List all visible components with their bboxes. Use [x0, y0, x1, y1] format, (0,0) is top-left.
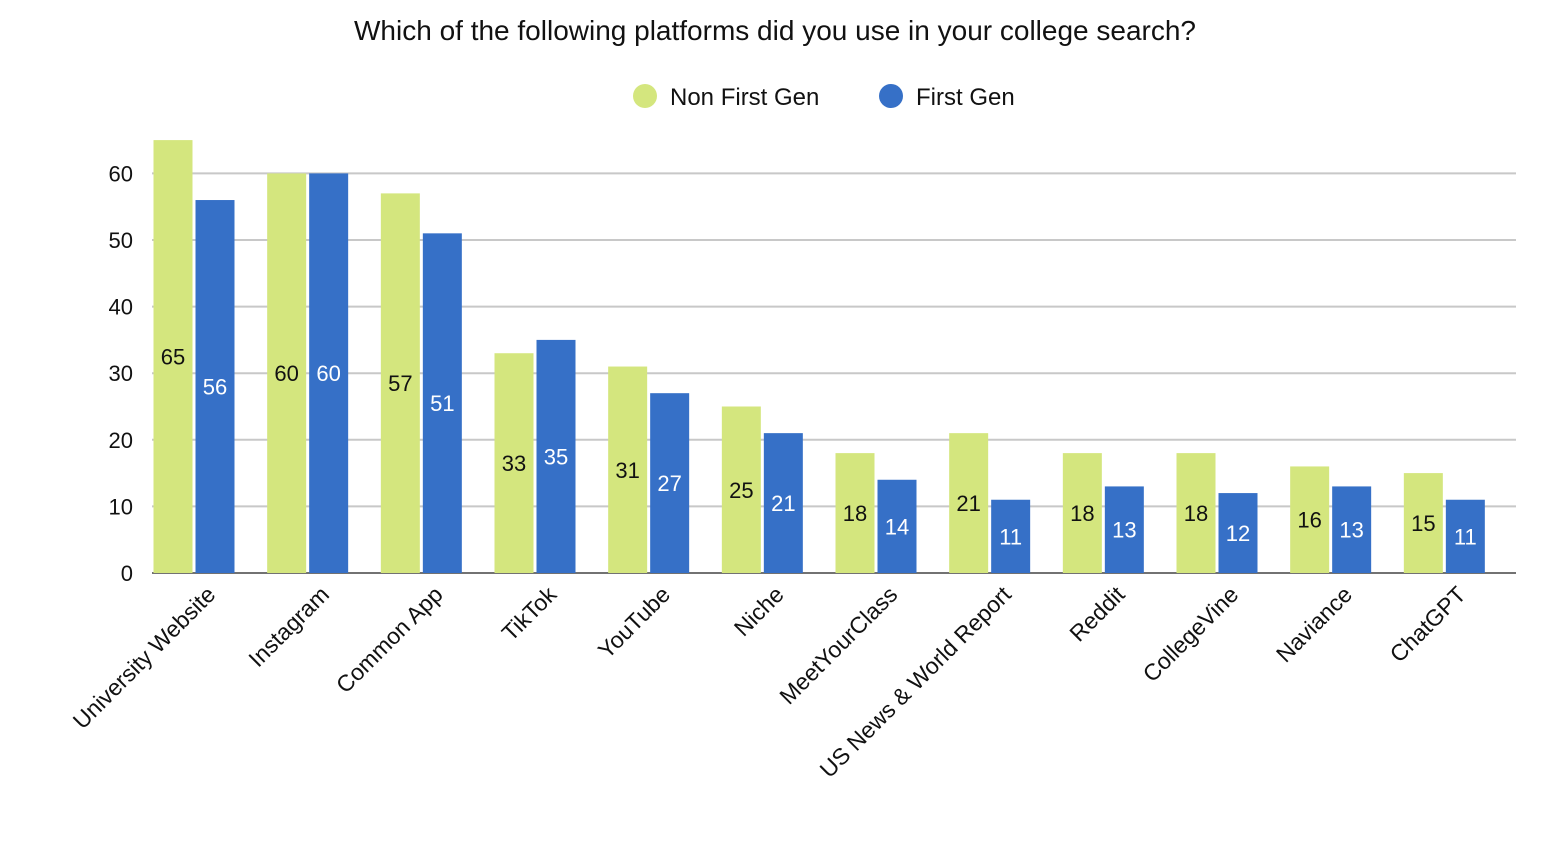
bar-non-first-gen-reddit: [1062, 453, 1102, 573]
data-label-non-first-gen-university-website: 65: [161, 345, 185, 370]
x-tick-label-tiktok: TikTok: [497, 581, 562, 646]
data-label-first-gen-youtube: 27: [657, 471, 681, 496]
data-label-non-first-gen-tiktok: 33: [502, 451, 526, 476]
bar-first-gen-naviance: [1332, 486, 1372, 573]
bar-non-first-gen-youtube: [608, 366, 648, 573]
bar-first-gen-youtube: [650, 393, 690, 573]
legend: Non First Gen First Gen: [633, 84, 1015, 111]
bar-first-gen-collegevine: [1218, 493, 1258, 573]
y-tick-label-0: 0: [121, 561, 133, 586]
x-tick-label-instagram: Instagram: [243, 581, 334, 672]
y-tick-label-40: 40: [109, 295, 133, 320]
x-tick-label-meetyourclass: MeetYourClass: [774, 581, 902, 709]
legend-swatch-non-first-gen: [633, 84, 657, 108]
x-tick-label-chatgpt: ChatGPT: [1385, 581, 1471, 667]
data-label-non-first-gen-us-news-and-world-report: 21: [956, 491, 980, 516]
data-label-non-first-gen-meetyourclass: 18: [843, 501, 867, 526]
y-tick-label-60: 60: [109, 161, 133, 186]
legend-label-non-first-gen: Non First Gen: [670, 84, 819, 111]
legend-swatch-first-gen: [879, 84, 903, 108]
bar-non-first-gen-us-news-and-world-report: [949, 433, 989, 573]
y-tick-label-50: 50: [109, 228, 133, 253]
data-label-first-gen-common-app: 51: [430, 391, 454, 416]
x-tick-label-youtube: YouTube: [593, 581, 675, 663]
legend-label-first-gen: First Gen: [916, 84, 1015, 111]
data-label-non-first-gen-common-app: 57: [388, 371, 412, 396]
bar-first-gen-us-news-and-world-report: [991, 499, 1031, 573]
chart-title: Which of the following platforms did you…: [354, 15, 1196, 46]
y-tick-label-20: 20: [109, 428, 133, 453]
data-label-non-first-gen-chatgpt: 15: [1411, 511, 1435, 536]
bar-non-first-gen-collegevine: [1176, 453, 1216, 573]
bar-first-gen-instagram: [309, 173, 349, 573]
bar-first-gen-chatgpt: [1445, 499, 1485, 573]
data-label-first-gen-university-website: 56: [203, 375, 227, 400]
bar-non-first-gen-naviance: [1290, 466, 1330, 573]
data-label-first-gen-naviance: 13: [1339, 518, 1363, 543]
bar-first-gen-meetyourclass: [877, 479, 917, 573]
bar-non-first-gen-common-app: [380, 193, 420, 573]
x-tick-label-naviance: Naviance: [1271, 581, 1357, 667]
legend-item-first-gen: First Gen: [879, 84, 1015, 111]
data-label-first-gen-tiktok: 35: [544, 444, 568, 469]
data-label-non-first-gen-collegevine: 18: [1184, 501, 1208, 526]
data-label-non-first-gen-reddit: 18: [1070, 501, 1094, 526]
bar-first-gen-reddit: [1104, 486, 1144, 573]
bar-non-first-gen-niche: [721, 406, 761, 573]
legend-item-non-first-gen: Non First Gen: [633, 84, 819, 111]
data-label-first-gen-instagram: 60: [316, 361, 340, 386]
bar-first-gen-tiktok: [536, 339, 576, 573]
x-tick-label-collegevine: CollegeVine: [1138, 581, 1244, 687]
bar-non-first-gen-instagram: [267, 173, 307, 573]
x-tick-label-reddit: Reddit: [1064, 581, 1130, 647]
bar-first-gen-niche: [763, 433, 803, 573]
data-label-first-gen-us-news-and-world-report: 11: [999, 524, 1022, 549]
x-tick-label-university-website: University Website: [68, 581, 221, 734]
x-tick-label-niche: Niche: [729, 581, 789, 641]
data-label-non-first-gen-naviance: 16: [1297, 508, 1321, 533]
data-label-first-gen-meetyourclass: 14: [885, 514, 909, 539]
bar-non-first-gen-chatgpt: [1403, 473, 1443, 573]
y-tick-label-10: 10: [109, 494, 133, 519]
data-label-first-gen-chatgpt: 11: [1454, 524, 1477, 549]
data-label-non-first-gen-instagram: 60: [274, 361, 298, 386]
x-tick-label-common-app: Common App: [331, 581, 448, 698]
y-tick-label-30: 30: [109, 361, 133, 386]
data-label-non-first-gen-youtube: 31: [615, 458, 639, 483]
y-axis: 0 10 20 30 40 50 60: [109, 161, 1516, 586]
bar-non-first-gen-tiktok: [494, 353, 534, 573]
data-label-first-gen-niche: 21: [771, 491, 795, 516]
data-label-first-gen-reddit: 13: [1112, 518, 1136, 543]
bar-first-gen-common-app: [422, 233, 462, 573]
data-label-non-first-gen-niche: 25: [729, 478, 753, 503]
bar-non-first-gen-meetyourclass: [835, 453, 875, 573]
bar-non-first-gen-university-website: [153, 140, 193, 573]
bars: [153, 140, 1485, 574]
data-label-first-gen-collegevine: 12: [1226, 521, 1250, 546]
bar-first-gen-university-website: [195, 200, 235, 574]
gridlines: [152, 172, 1516, 508]
x-tick-label-us-news-and-world-report: US News & World Report: [814, 581, 1016, 783]
bar-labels: 65 56 60 60 57 51 33 35 31 27 25 21 18 14 21 11 18 13 18 12…: [161, 345, 1477, 550]
